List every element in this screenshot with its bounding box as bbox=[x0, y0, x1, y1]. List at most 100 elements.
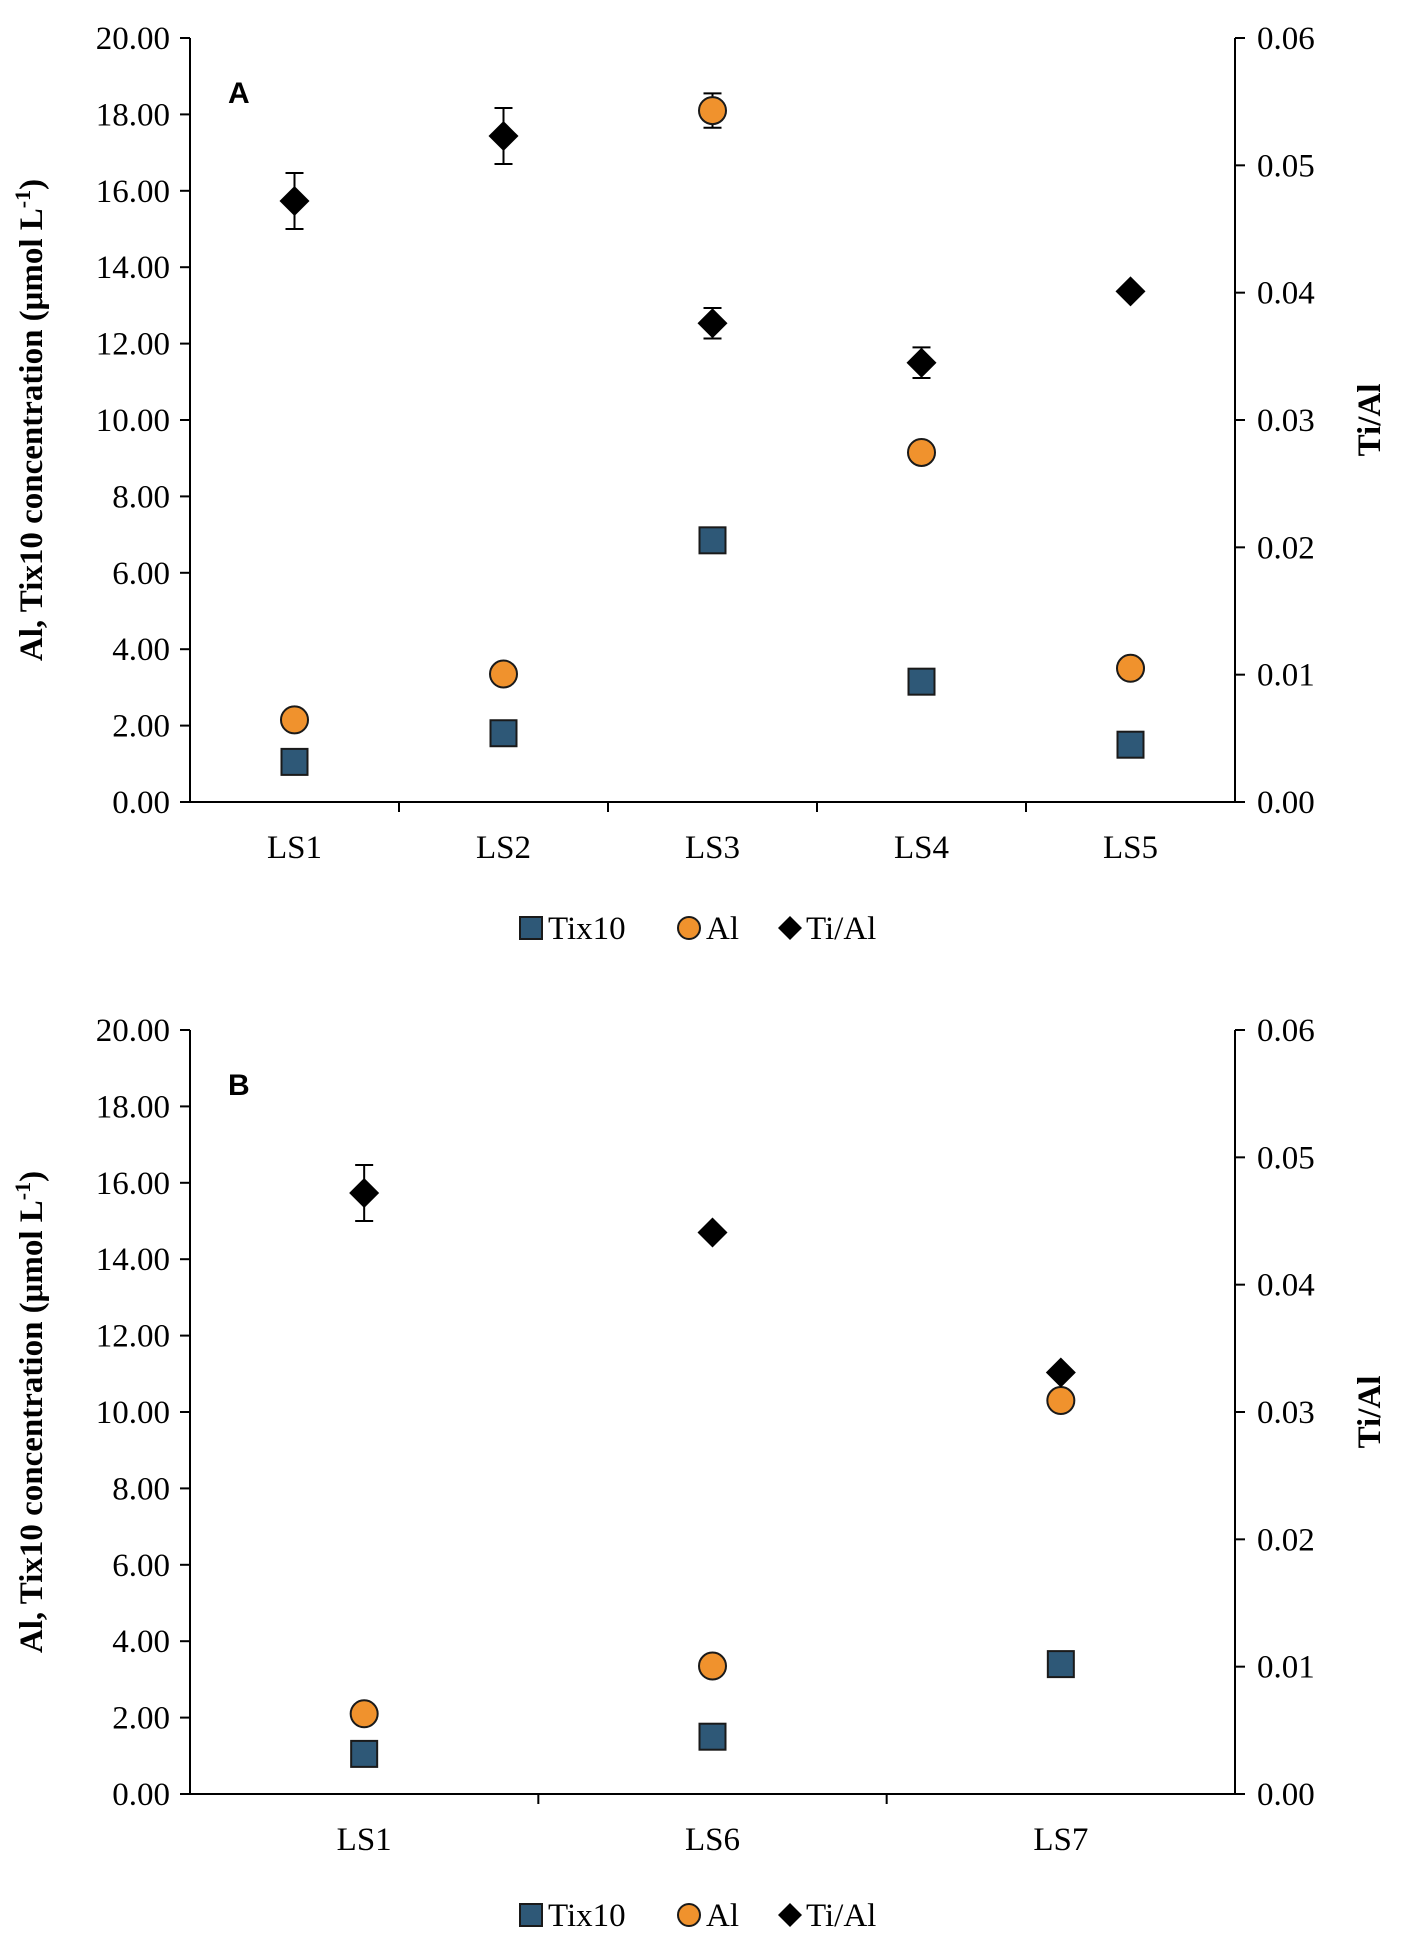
right-tick-label: 0.00 bbox=[1257, 1777, 1315, 1813]
legend: Tix10 Al Ti/Al bbox=[519, 911, 876, 947]
legend-label: Al bbox=[706, 1898, 739, 1934]
left-axis-title-main: Al, Tix10 concentration (μmol L bbox=[14, 208, 50, 661]
data-point-circle bbox=[1116, 653, 1145, 683]
left-axis-title-sup: -1 bbox=[10, 190, 35, 208]
left-tick-label: 2.00 bbox=[112, 709, 170, 745]
left-tick-label: 12.00 bbox=[96, 1319, 170, 1355]
series-ti-al bbox=[279, 107, 1146, 379]
right-axis-title: Ti/Al bbox=[1352, 1376, 1388, 1449]
category-label: LS7 bbox=[1033, 1822, 1088, 1858]
data-point-diamond bbox=[1115, 276, 1146, 307]
data-point-square bbox=[1046, 1650, 1075, 1679]
right-tick-label: 0.01 bbox=[1257, 1650, 1315, 1686]
data-point-circle bbox=[1046, 1386, 1076, 1416]
series-tix10 bbox=[350, 1650, 1075, 1768]
left-tick-label: 2.00 bbox=[112, 1701, 170, 1737]
left-axis-title: Al, Tix10 concentration (μmol L-1) bbox=[10, 1171, 50, 1653]
legend: Tix10 Al Ti/Al bbox=[519, 1898, 876, 1934]
series-ti-al bbox=[349, 1163, 1076, 1388]
left-tick-label: 18.00 bbox=[96, 97, 170, 133]
series-tix10 bbox=[280, 526, 1145, 776]
legend-marker-diamond bbox=[778, 916, 802, 940]
series-al bbox=[280, 92, 1145, 735]
legend-label: Al bbox=[706, 911, 739, 947]
left-tick-label: 14.00 bbox=[96, 1242, 170, 1278]
data-point-square bbox=[698, 1722, 727, 1751]
right-tick-label: 0.02 bbox=[1257, 1522, 1315, 1558]
data-point-diamond bbox=[697, 308, 728, 339]
left-tick-label: 0.00 bbox=[112, 785, 170, 821]
data-point-diamond bbox=[906, 347, 937, 378]
data-point-circle bbox=[698, 1651, 727, 1681]
legend-marker-diamond bbox=[778, 1903, 802, 1927]
left-tick-label: 14.00 bbox=[96, 250, 170, 286]
left-tick-label: 12.00 bbox=[96, 327, 170, 363]
legend-label: Tix10 bbox=[548, 1898, 626, 1934]
data-point-square bbox=[350, 1739, 379, 1768]
left-tick-label: 8.00 bbox=[112, 1471, 170, 1507]
left-tick-label: 6.00 bbox=[112, 556, 170, 592]
left-tick-label: 8.00 bbox=[112, 479, 170, 515]
data-point-circle bbox=[907, 437, 936, 467]
left-tick-label: 20.00 bbox=[96, 21, 170, 57]
right-tick-label: 0.02 bbox=[1257, 530, 1315, 566]
left-tick-label: 4.00 bbox=[112, 1624, 170, 1660]
left-axis-title-sup: -1 bbox=[10, 1182, 35, 1200]
legend-marker-square bbox=[519, 916, 543, 940]
panel-b-chart: 0.00 2.00 4.00 6.00 8.00 10.00 12.00 14.00 16.00… bbox=[10, 1013, 1388, 1934]
right-tick-label: 0.04 bbox=[1257, 1268, 1315, 1304]
panel-a-chart: 0.00 2.00 4.00 6.00 8.00 10.00 12.00 14.00 16.00… bbox=[10, 21, 1388, 947]
legend-label: Ti/Al bbox=[806, 1898, 876, 1934]
legend-marker-circle bbox=[677, 1903, 701, 1927]
data-point-circle bbox=[698, 96, 727, 126]
category-label: LS1 bbox=[267, 830, 322, 866]
data-point-square bbox=[698, 526, 727, 555]
category-label: LS3 bbox=[685, 830, 740, 866]
right-tick-label: 0.06 bbox=[1257, 1013, 1315, 1049]
left-axis-title-end: ) bbox=[14, 179, 50, 190]
data-point-diamond bbox=[279, 185, 310, 216]
series-al bbox=[349, 1386, 1076, 1729]
left-tick-label: 10.00 bbox=[96, 1395, 170, 1431]
data-point-square bbox=[280, 747, 309, 776]
data-point-circle bbox=[489, 659, 518, 689]
left-tick-label: 16.00 bbox=[96, 1166, 170, 1202]
left-tick-label: 4.00 bbox=[112, 632, 170, 668]
left-tick-label: 0.00 bbox=[112, 1777, 170, 1813]
left-tick-label: 16.00 bbox=[96, 174, 170, 210]
right-tick-label: 0.03 bbox=[1257, 1395, 1315, 1431]
category-label: LS1 bbox=[337, 1822, 392, 1858]
panel-letter: B bbox=[228, 1069, 250, 1102]
left-axis-title-end: ) bbox=[14, 1171, 50, 1182]
legend-marker-circle bbox=[677, 916, 701, 940]
legend-label: Ti/Al bbox=[806, 911, 876, 947]
left-axis-title-main: Al, Tix10 concentration (μmol L bbox=[14, 1200, 50, 1653]
legend-marker-square bbox=[519, 1903, 543, 1927]
data-point-square bbox=[907, 667, 936, 696]
data-point-diamond bbox=[488, 121, 519, 152]
data-point-diamond bbox=[1045, 1357, 1076, 1388]
left-tick-label: 20.00 bbox=[96, 1013, 170, 1049]
right-tick-label: 0.03 bbox=[1257, 403, 1315, 439]
right-axis-title: Ti/Al bbox=[1352, 384, 1388, 457]
data-point-square bbox=[1116, 730, 1145, 759]
left-tick-label: 6.00 bbox=[112, 1548, 170, 1584]
data-point-square bbox=[489, 719, 518, 748]
right-tick-label: 0.00 bbox=[1257, 785, 1315, 821]
left-tick-label: 18.00 bbox=[96, 1089, 170, 1125]
category-label: LS5 bbox=[1103, 830, 1158, 866]
data-point-circle bbox=[280, 705, 309, 735]
right-tick-label: 0.04 bbox=[1257, 276, 1315, 312]
right-tick-label: 0.06 bbox=[1257, 21, 1315, 57]
category-label: LS6 bbox=[685, 1822, 740, 1858]
category-label: LS2 bbox=[476, 830, 531, 866]
right-tick-label: 0.05 bbox=[1257, 148, 1315, 184]
category-label: LS4 bbox=[894, 830, 949, 866]
legend-label: Tix10 bbox=[548, 911, 626, 947]
left-axis-title: Al, Tix10 concentration (μmol L-1) bbox=[10, 179, 50, 661]
right-tick-label: 0.05 bbox=[1257, 1140, 1315, 1176]
data-point-diamond bbox=[349, 1177, 380, 1208]
data-point-circle bbox=[349, 1699, 379, 1729]
right-tick-label: 0.01 bbox=[1257, 658, 1315, 694]
